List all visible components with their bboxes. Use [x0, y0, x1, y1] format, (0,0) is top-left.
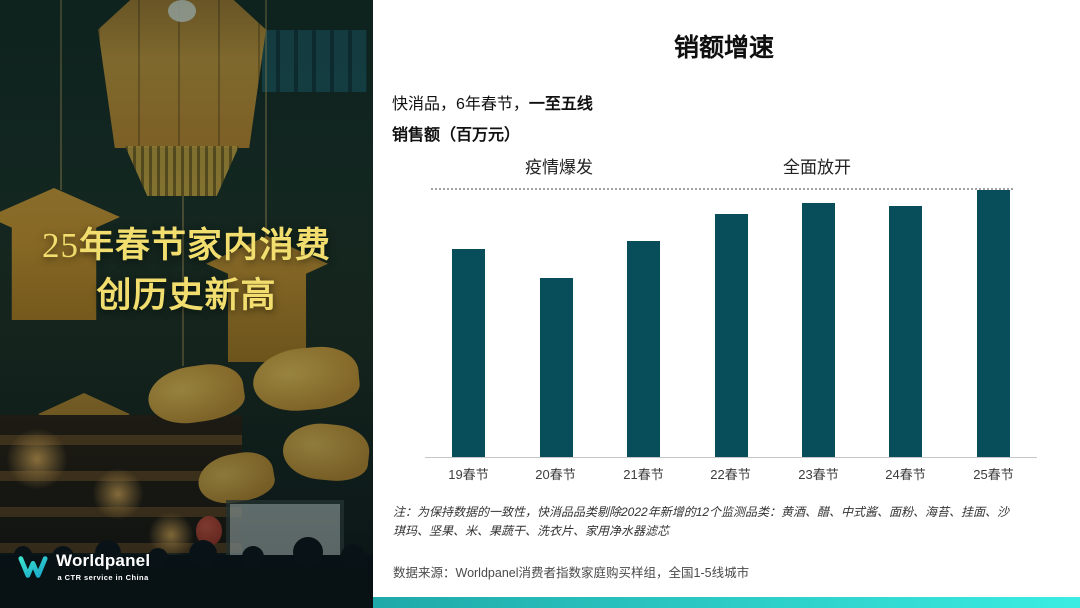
- chart-bar-19春节: [452, 249, 485, 457]
- red-lantern-graphic: [196, 516, 222, 546]
- chart-title: 销额增速: [673, 34, 774, 62]
- logo-brand: Worldpanel: [56, 551, 151, 570]
- x-axis-label-19春节: 19春节: [448, 467, 489, 482]
- worldpanel-w-icon: [18, 555, 48, 578]
- footnote: 注：为保持数据的一致性，快消品品类剔除2022年新增的12个监测品类：黄酒、醋、…: [393, 505, 1010, 538]
- chart-subtitle-bold: 一至五线: [528, 96, 593, 113]
- chart-bar-23春节: [802, 203, 835, 457]
- x-axis-label-24春节: 24春节: [885, 467, 926, 482]
- lantern-string-graphic: [182, 196, 184, 366]
- teal-window-graphic: [262, 30, 367, 92]
- chart-unit-label: 销售额（百万元）: [392, 127, 521, 144]
- annotation-outbreak: 疫情爆发: [525, 158, 593, 177]
- chart-bar-21春节: [627, 241, 660, 457]
- lantern-string-graphic: [60, 0, 62, 190]
- logo-tagline: a CTR service in China: [57, 573, 149, 582]
- chart-bar-22春节: [715, 214, 748, 457]
- headline-line1: 25年春节家内消费: [0, 221, 373, 271]
- chart-bar-20春节: [540, 278, 573, 457]
- slide-headline: 25年春节家内消费 创历史新高: [0, 221, 373, 320]
- light-glow-graphic: [6, 428, 68, 490]
- x-axis-label-21春节: 21春节: [623, 467, 664, 482]
- headline-line1-text: 年春节家内消费: [78, 226, 331, 265]
- chart-bar-24春节: [889, 206, 922, 457]
- x-axis-label-22春节: 22春节: [710, 467, 751, 482]
- chart-subtitle-prefix: 快消品，6年春节，: [392, 96, 529, 113]
- bar-chart: [425, 188, 1037, 458]
- accent-strip: [373, 597, 1080, 608]
- x-axis-label-23春节: 23春节: [798, 467, 839, 482]
- left-photo-panel: 25年春节家内消费 创历史新高 Worldpanel a CTR service…: [0, 0, 373, 608]
- logo-text: Worldpanel a CTR service in China: [56, 551, 150, 582]
- lantern-highlight-graphic: [168, 0, 196, 22]
- worldpanel-logo: Worldpanel a CTR service in China: [18, 551, 150, 582]
- annotation-reopen: 全面放开: [783, 158, 851, 177]
- lantern-string-graphic: [265, 0, 267, 240]
- photo-tint-overlay: [0, 0, 373, 608]
- chart-bars: [425, 190, 1037, 457]
- lantern-fringe-graphic: [124, 146, 240, 196]
- crowd-silhouette-graphic: [0, 555, 373, 608]
- light-glow-graphic: [92, 468, 144, 520]
- crowd-heads-graphic: [14, 546, 32, 564]
- chart-bar-25春节: [977, 190, 1010, 457]
- headline-line2: 创历史新高: [96, 275, 277, 315]
- chart-subtitle: 快消品，6年春节，一至五线: [392, 90, 593, 114]
- headline-year: 25: [41, 226, 79, 265]
- x-axis-label-25春节: 25春节: [973, 467, 1014, 482]
- chart-x-labels: 19春节 20春节 21春节 22春节 23春节 24春节 25春节: [425, 464, 1037, 484]
- source-line: 数据来源：Worldpanel消费者指数家庭购买样组，全国1-5线城市: [393, 566, 750, 580]
- light-glow-graphic: [148, 512, 194, 558]
- large-lantern-graphic: [98, 0, 266, 148]
- x-axis-label-20春节: 20春节: [535, 467, 576, 482]
- reference-dotted-line: [431, 188, 1013, 190]
